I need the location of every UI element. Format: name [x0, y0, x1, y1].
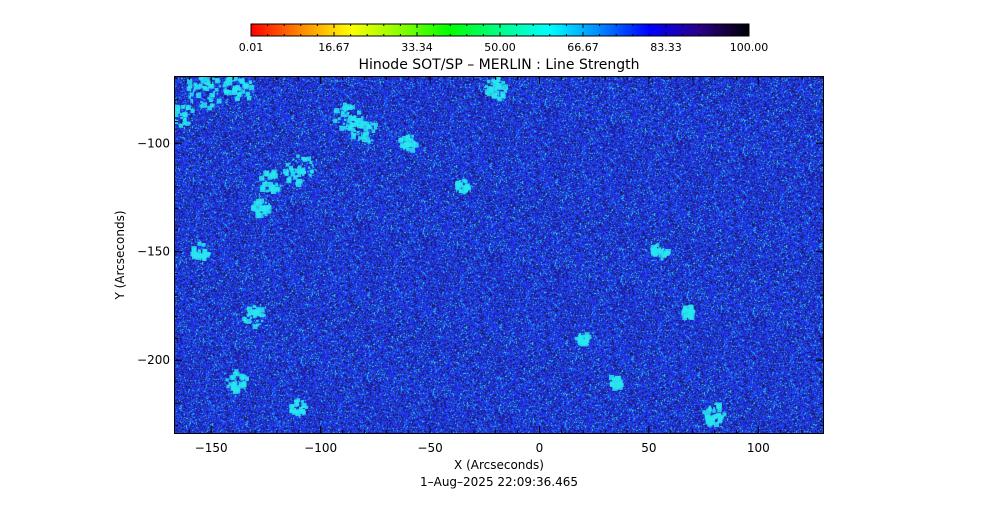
bright-patches	[174, 76, 727, 427]
colorbar-tick-label: 66.67	[567, 41, 599, 54]
colorbar-tick-label: 33.34	[401, 41, 433, 54]
x-tick-label: −100	[304, 441, 337, 455]
y-tick-label: −200	[137, 353, 170, 367]
bright-patch	[190, 241, 211, 262]
y-tick-label: −100	[137, 136, 170, 150]
bright-patch	[225, 369, 249, 395]
x-tick-label: −150	[195, 441, 228, 455]
bright-patch	[455, 178, 472, 195]
colorbar-tick-label: 16.67	[318, 41, 350, 54]
bright-patch	[650, 243, 671, 261]
colorbar-tick-label: 0.01	[239, 41, 264, 54]
bright-patch	[350, 116, 379, 144]
bright-patch	[398, 134, 419, 153]
colorbar: 0.01 16.67 33.34 50.00 66.67 83.33 100.00	[239, 23, 769, 54]
x-tick-label: 50	[641, 441, 656, 455]
bright-patch	[608, 374, 624, 391]
timestamp: 1–Aug–2025 22:09:36.465	[420, 475, 578, 489]
x-tick-label: 0	[536, 441, 544, 455]
bright-patch	[681, 304, 696, 321]
colorbar-tick-label: 50.00	[484, 41, 516, 54]
bright-patch	[282, 154, 314, 188]
bright-patch	[289, 398, 309, 417]
x-axis: −150 −100 −50 0 50 100	[188, 76, 803, 455]
heatmap-plot	[174, 76, 824, 434]
bright-patch	[222, 76, 255, 101]
colorbar-ticks	[267, 24, 733, 36]
bright-patch	[702, 402, 727, 427]
plot-frame	[174, 76, 824, 434]
bright-patch	[250, 198, 272, 219]
y-tick-label: −150	[137, 245, 170, 259]
bright-patch	[574, 332, 592, 347]
x-tick-label: 100	[747, 441, 770, 455]
x-tick-label: −50	[417, 441, 442, 455]
bright-patch	[242, 304, 266, 330]
heatmap-image	[174, 76, 824, 434]
bright-patch	[259, 169, 282, 194]
bright-patch	[484, 76, 508, 102]
colorbar-tick-label: 83.33	[650, 41, 682, 54]
y-axis-label: Y (Arcseconds)	[113, 210, 127, 300]
chart-title: Hinode SOT/SP – MERLIN : Line Strength	[358, 57, 639, 73]
x-axis-label: X (Arcseconds)	[454, 458, 544, 472]
colorbar-tick-labels: 0.01 16.67 33.34 50.00 66.67 83.33 100.00	[239, 41, 769, 54]
colorbar-tick-label: 100.00	[730, 41, 769, 54]
y-axis: −100 −150 −200	[137, 77, 824, 426]
